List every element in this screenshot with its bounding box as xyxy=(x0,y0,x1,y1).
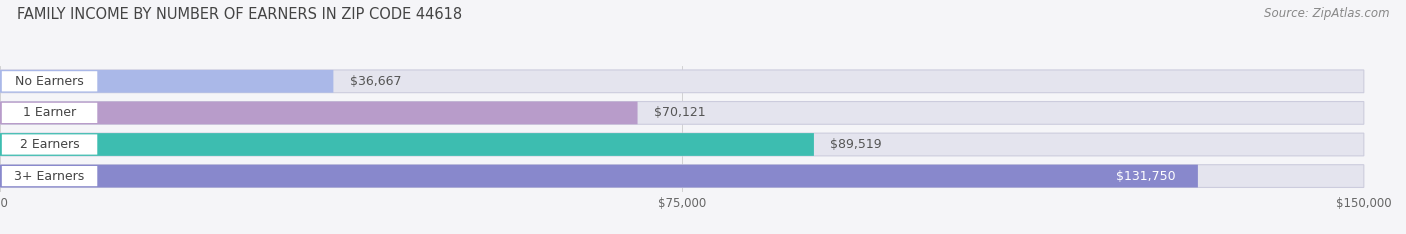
Text: Source: ZipAtlas.com: Source: ZipAtlas.com xyxy=(1264,7,1389,20)
Text: $89,519: $89,519 xyxy=(831,138,882,151)
FancyBboxPatch shape xyxy=(1,71,97,91)
Text: 1 Earner: 1 Earner xyxy=(22,106,76,119)
FancyBboxPatch shape xyxy=(0,70,333,93)
FancyBboxPatch shape xyxy=(0,165,1198,187)
FancyBboxPatch shape xyxy=(0,133,814,156)
FancyBboxPatch shape xyxy=(0,165,1364,187)
Text: $36,667: $36,667 xyxy=(350,75,401,88)
Text: $70,121: $70,121 xyxy=(654,106,706,119)
FancyBboxPatch shape xyxy=(1,134,97,155)
Text: $131,750: $131,750 xyxy=(1115,170,1175,183)
Text: No Earners: No Earners xyxy=(15,75,84,88)
FancyBboxPatch shape xyxy=(0,102,637,124)
FancyBboxPatch shape xyxy=(1,166,97,186)
Text: FAMILY INCOME BY NUMBER OF EARNERS IN ZIP CODE 44618: FAMILY INCOME BY NUMBER OF EARNERS IN ZI… xyxy=(17,7,463,22)
FancyBboxPatch shape xyxy=(0,70,1364,93)
Text: 3+ Earners: 3+ Earners xyxy=(14,170,84,183)
FancyBboxPatch shape xyxy=(1,103,97,123)
FancyBboxPatch shape xyxy=(0,133,1364,156)
Text: 2 Earners: 2 Earners xyxy=(20,138,79,151)
FancyBboxPatch shape xyxy=(0,102,1364,124)
